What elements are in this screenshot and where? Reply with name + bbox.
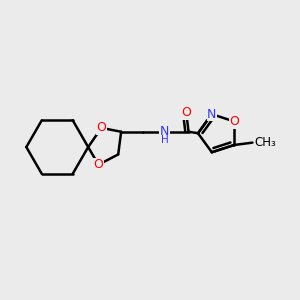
Text: CH₃: CH₃ xyxy=(254,136,276,149)
Text: N: N xyxy=(207,108,217,121)
Text: N: N xyxy=(160,125,169,138)
Text: O: O xyxy=(94,158,103,171)
Text: O: O xyxy=(97,122,106,134)
Text: O: O xyxy=(229,115,239,128)
Text: H: H xyxy=(160,135,168,145)
Text: O: O xyxy=(181,106,191,119)
